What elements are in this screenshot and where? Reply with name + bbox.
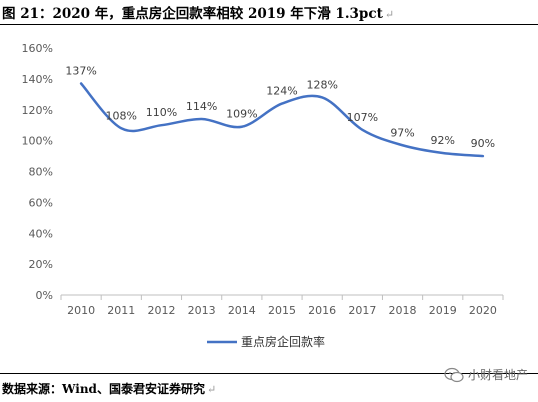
legend: 重点房企回款率	[207, 334, 325, 349]
y-tick-label: 60%	[29, 196, 53, 209]
wechat-icon	[444, 367, 464, 382]
y-tick-label: 40%	[29, 227, 53, 240]
figure-title: 图 21：2020 年，重点房企回款率相较 2019 年下滑 1.3pct ↵	[2, 2, 394, 22]
y-tick-label: 20%	[29, 258, 53, 271]
watermark-text: 小财看地产	[467, 368, 528, 382]
data-label: 97%	[390, 126, 414, 139]
x-tick-label: 2010	[67, 304, 95, 317]
line-chart: 0%20%40%60%80%100%120%140%160% 2010 2011 2…	[22, 42, 504, 349]
y-tick-label: 140%	[22, 73, 53, 86]
y-tick-label: 120%	[22, 104, 53, 117]
x-tick-label: 2017	[348, 304, 376, 317]
data-label: 110%	[146, 106, 177, 119]
x-tick-label: 2012	[147, 304, 175, 317]
series-layer	[79, 82, 485, 158]
x-axis: 2010 2011 2012 2013 2014 2015 2016 2017 2018 2019…	[60, 294, 504, 317]
source-rule	[0, 373, 538, 374]
y-tick-label: 160%	[22, 42, 53, 55]
data-label: 137%	[65, 65, 96, 78]
x-tick-label: 2018	[389, 304, 417, 317]
x-tick-label: 2015	[268, 304, 296, 317]
data-label: 90%	[471, 137, 495, 150]
title-rule	[0, 24, 538, 25]
data-label: 114%	[186, 100, 217, 113]
legend-label: 重点房企回款率	[241, 334, 325, 349]
return-mark-icon: ↵	[384, 8, 395, 21]
x-tick-label: 2011	[107, 304, 135, 317]
x-tick-label: 2020	[469, 304, 497, 317]
series-line	[79, 82, 485, 158]
data-label: 124%	[266, 85, 297, 98]
watermark: 小财看地产	[444, 366, 528, 383]
data-label: 108%	[106, 109, 137, 122]
y-tick-label: 0%	[36, 289, 53, 302]
x-tick-label: 2014	[228, 304, 256, 317]
figure-title-text: 图 21：2020 年，重点房企回款率相较 2019 年下滑 1.3pct	[2, 6, 383, 22]
y-tick-label: 100%	[22, 135, 53, 148]
x-tick-label: 2016	[308, 304, 336, 317]
data-labels: 137% 108% 110% 114% 109% 124% 128% 107% 97% 92% 90…	[65, 65, 495, 151]
source-text: 数据来源：Wind、国泰君安证券研究	[2, 382, 205, 396]
return-mark-icon: ↵	[206, 383, 217, 396]
data-label: 107%	[347, 111, 378, 124]
x-tick-label: 2013	[188, 304, 216, 317]
data-label: 109%	[226, 108, 257, 121]
y-tick-label: 80%	[29, 166, 53, 179]
data-label: 92%	[431, 134, 455, 147]
x-tick-label: 2019	[429, 304, 457, 317]
data-label: 128%	[306, 78, 337, 91]
source-note: 数据来源：Wind、国泰君安证券研究 ↵	[2, 380, 216, 397]
y-axis: 0% 20% 40% 60% 80% 100% 120% 140% 160%	[22, 42, 53, 302]
